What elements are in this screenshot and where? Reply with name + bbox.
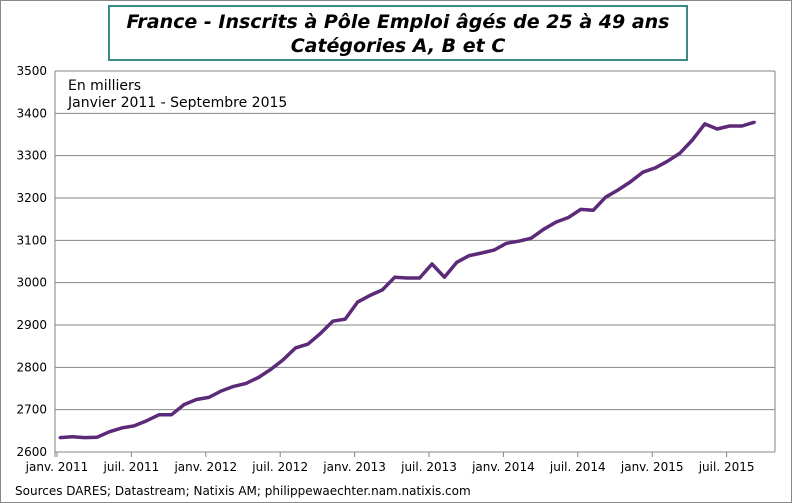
data-point [591, 208, 595, 212]
data-point [678, 151, 682, 155]
data-point [256, 375, 260, 379]
data-point [604, 195, 608, 199]
data-point [58, 436, 62, 440]
data-point [318, 331, 322, 335]
data-point [504, 241, 508, 245]
data-point [170, 413, 174, 417]
data-point [455, 260, 459, 264]
data-point [343, 317, 347, 321]
x-tick-label: janv. 2011 [25, 460, 89, 474]
y-tick-label: 3300 [16, 149, 47, 163]
x-tick-label: juil. 2012 [251, 460, 308, 474]
data-point [752, 120, 756, 124]
x-tick-label: juil. 2015 [698, 460, 755, 474]
data-point [281, 358, 285, 362]
data-point [405, 276, 409, 280]
data-point [70, 435, 74, 439]
data-point [108, 430, 112, 434]
data-point [554, 220, 558, 224]
data-point [442, 275, 446, 279]
data-point [120, 426, 124, 430]
data-point [368, 293, 372, 297]
y-tick-label: 3100 [16, 233, 47, 247]
data-point [653, 166, 657, 170]
data-point [529, 236, 533, 240]
data-point [666, 159, 670, 163]
y-tick-label: 3500 [16, 64, 47, 78]
data-point [207, 395, 211, 399]
data-point [194, 398, 198, 402]
x-tick-label: janv. 2013 [322, 460, 386, 474]
data-point [467, 254, 471, 258]
chart-title: France - Inscrits à Pôle Emploi âgés de … [126, 11, 670, 33]
x-tick-label: juil. 2013 [400, 460, 457, 474]
y-tick-label: 3200 [16, 191, 47, 205]
y-tick-label: 2800 [16, 360, 47, 374]
data-point [492, 248, 496, 252]
y-tick-label: 2700 [16, 403, 47, 417]
data-point [740, 124, 744, 128]
data-point [641, 170, 645, 174]
data-point [579, 207, 583, 211]
y-tick-label: 3000 [16, 276, 47, 290]
data-point [616, 188, 620, 192]
data-point [690, 138, 694, 142]
data-point [393, 275, 397, 279]
x-tick-label: juil. 2014 [549, 460, 606, 474]
data-point [95, 435, 99, 439]
x-tick-label: janv. 2014 [471, 460, 535, 474]
data-point [244, 381, 248, 385]
data-point [566, 215, 570, 219]
data-point [83, 436, 87, 440]
data-point [380, 288, 384, 292]
y-tick-label: 2900 [16, 318, 47, 332]
x-tick-label: janv. 2012 [173, 460, 237, 474]
x-tick-label: janv. 2015 [620, 460, 684, 474]
x-tick-label: juil. 2011 [103, 460, 160, 474]
data-point [703, 122, 707, 126]
y-tick-label: 3400 [16, 106, 47, 120]
data-point [232, 384, 236, 388]
data-point [728, 124, 732, 128]
data-point [145, 419, 149, 423]
data-point [269, 367, 273, 371]
data-point [132, 424, 136, 428]
y-tick-label: 2600 [16, 445, 47, 459]
data-point [542, 227, 546, 231]
data-point [182, 403, 186, 407]
data-point [294, 346, 298, 350]
data-point [418, 276, 422, 280]
data-point [430, 262, 434, 266]
data-point [157, 413, 161, 417]
data-point [628, 180, 632, 184]
data-point [517, 239, 521, 243]
chart-subtitle: Catégories A, B et C [290, 35, 506, 57]
data-point [331, 319, 335, 323]
title-box: France - Inscrits à Pôle Emploi âgés de … [108, 5, 688, 61]
source-note: Sources DARES; Datastream; Natixis AM; p… [15, 484, 471, 498]
data-point [715, 127, 719, 131]
data-point [306, 342, 310, 346]
data-point [219, 389, 223, 393]
series-line [59, 120, 755, 440]
data-point [356, 300, 360, 304]
data-point [480, 251, 484, 255]
units-note: En milliers [68, 78, 142, 94]
period-note: Janvier 2011 - Septembre 2015 [68, 95, 288, 111]
